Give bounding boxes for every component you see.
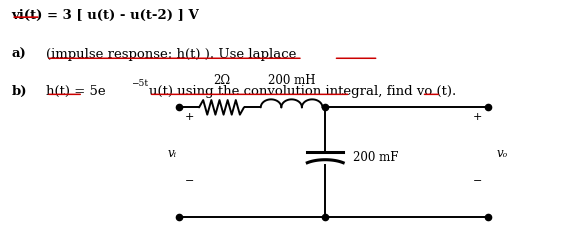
Text: (impulse response: h(t) ). Use laplace: (impulse response: h(t) ). Use laplace	[46, 48, 296, 61]
Text: −: −	[185, 176, 194, 186]
Text: u(t) using the convolution integral, find vo (t).: u(t) using the convolution integral, fin…	[149, 85, 456, 98]
Text: 200 mH: 200 mH	[268, 74, 315, 87]
Text: 2Ω: 2Ω	[213, 74, 230, 87]
Text: b): b)	[11, 85, 27, 98]
Text: −: −	[473, 176, 482, 186]
Text: −5t: −5t	[132, 79, 148, 88]
Text: a): a)	[11, 48, 26, 61]
Text: +: +	[185, 112, 194, 122]
Text: 200 mF: 200 mF	[353, 151, 399, 164]
Text: +: +	[473, 112, 482, 122]
Text: h(t) = 5e: h(t) = 5e	[46, 85, 106, 98]
Text: vᵢ: vᵢ	[168, 147, 177, 160]
Text: vi(t) = 3 [ u(t) - u(t-2) ] V: vi(t) = 3 [ u(t) - u(t-2) ] V	[11, 9, 199, 22]
Text: vₒ: vₒ	[496, 147, 507, 160]
